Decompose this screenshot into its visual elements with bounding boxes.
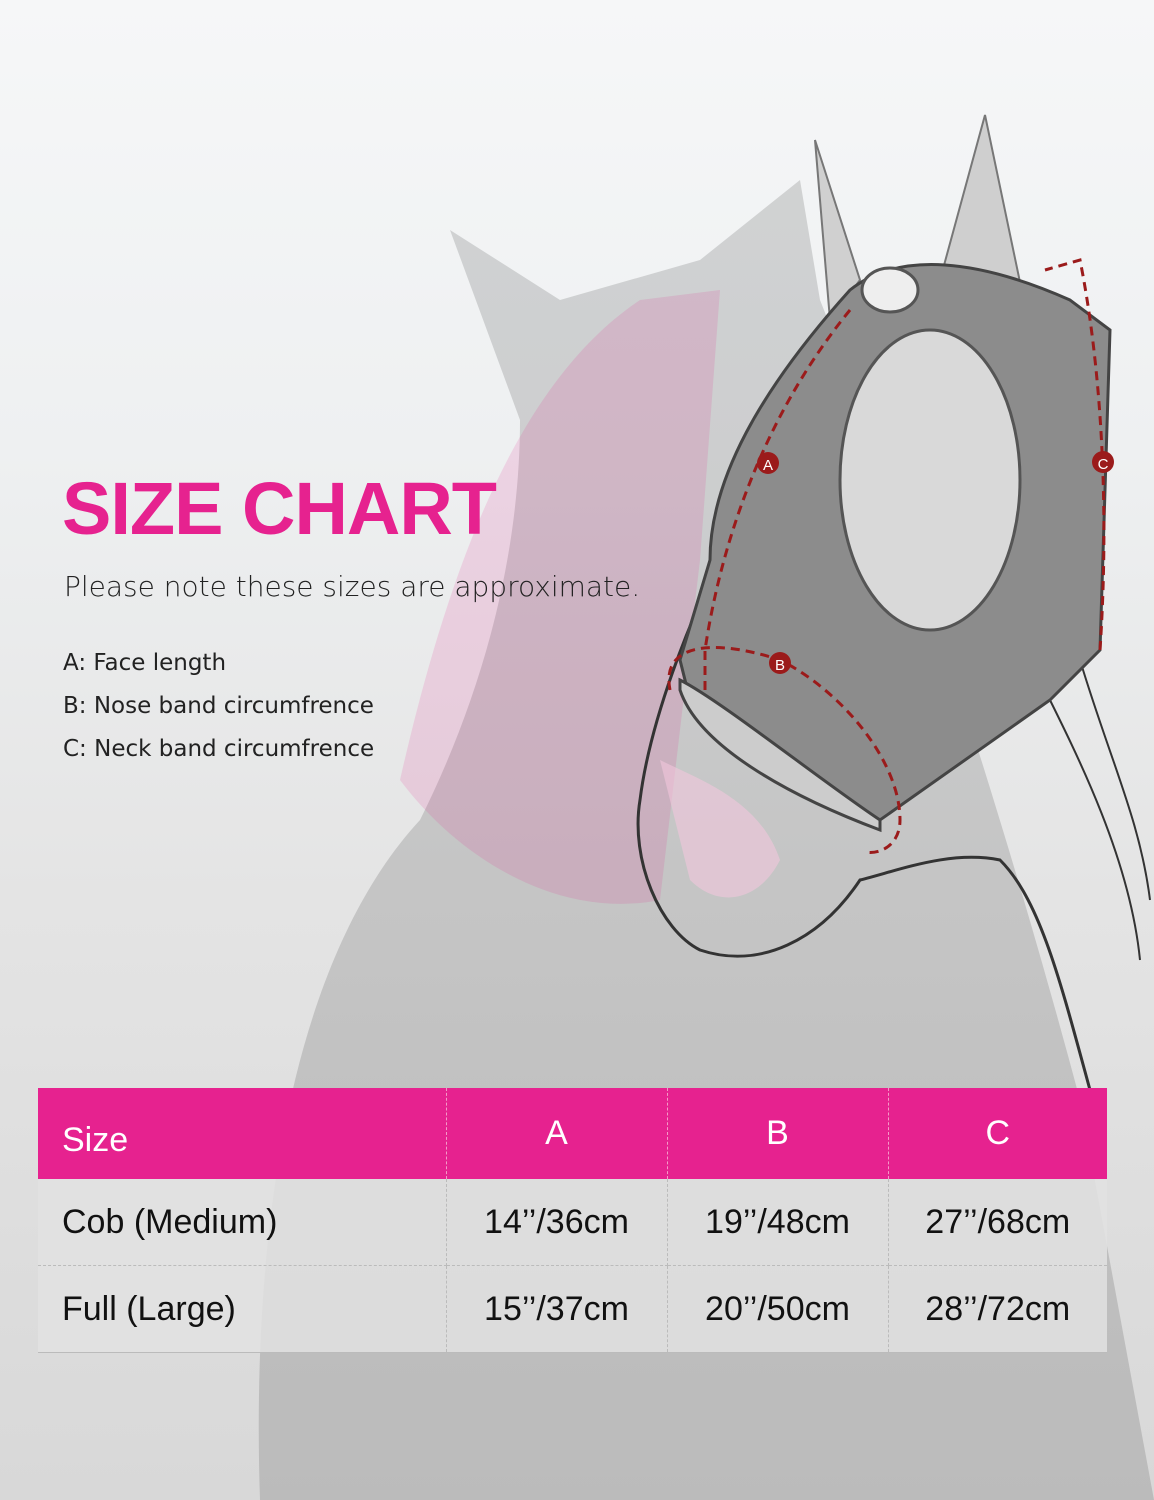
cell-size: Full (Large) xyxy=(38,1265,447,1353)
header-b: B xyxy=(667,1088,889,1179)
cell-a: 15’’/37cm xyxy=(446,1265,668,1353)
eye-window xyxy=(838,328,1022,632)
cell-a: 14’’/36cm xyxy=(446,1179,668,1266)
size-table: Size A B C Cob (Medium) 14’’/36cm 19’’/4… xyxy=(38,1088,1107,1353)
legend-item-c: C: Neck band circumfrence xyxy=(63,736,375,762)
approximate-note: Please note these sizes are approximate. xyxy=(64,570,641,603)
cell-size: Cob (Medium) xyxy=(38,1179,447,1266)
measurement-legend: A: Face length B: Nose band circumfrence… xyxy=(63,642,374,771)
header-size: Size xyxy=(38,1088,447,1179)
svg-text:C: C xyxy=(1098,456,1109,473)
table-row: Cob (Medium) 14’’/36cm 19’’/48cm 27’’/68… xyxy=(38,1179,1107,1266)
cell-c: 28’’/72cm xyxy=(888,1265,1107,1353)
marker-a: A xyxy=(757,452,779,474)
cell-c: 27’’/68cm xyxy=(888,1179,1107,1266)
page-title: SIZE CHART xyxy=(62,467,497,550)
nose-opening xyxy=(678,677,882,833)
horse-mask-diagram: A B C xyxy=(636,114,1151,1091)
svg-text:A: A xyxy=(763,457,773,474)
cell-b: 20’’/50cm xyxy=(667,1265,889,1353)
cell-b: 19’’/48cm xyxy=(667,1179,889,1266)
horse-outline xyxy=(636,559,1092,1091)
header-c: C xyxy=(888,1088,1107,1179)
marker-c: C xyxy=(1092,451,1114,473)
legend-item-b: B: Nose band circumfrence xyxy=(63,693,374,719)
svg-text:B: B xyxy=(775,657,785,674)
header-a: A xyxy=(446,1088,668,1179)
table-row: Full (Large) 15’’/37cm 20’’/50cm 28’’/72… xyxy=(38,1265,1107,1353)
legend-item-a: A: Face length xyxy=(63,650,227,676)
table-header-row: Size A B C xyxy=(38,1088,1107,1179)
marker-b: B xyxy=(769,652,791,674)
